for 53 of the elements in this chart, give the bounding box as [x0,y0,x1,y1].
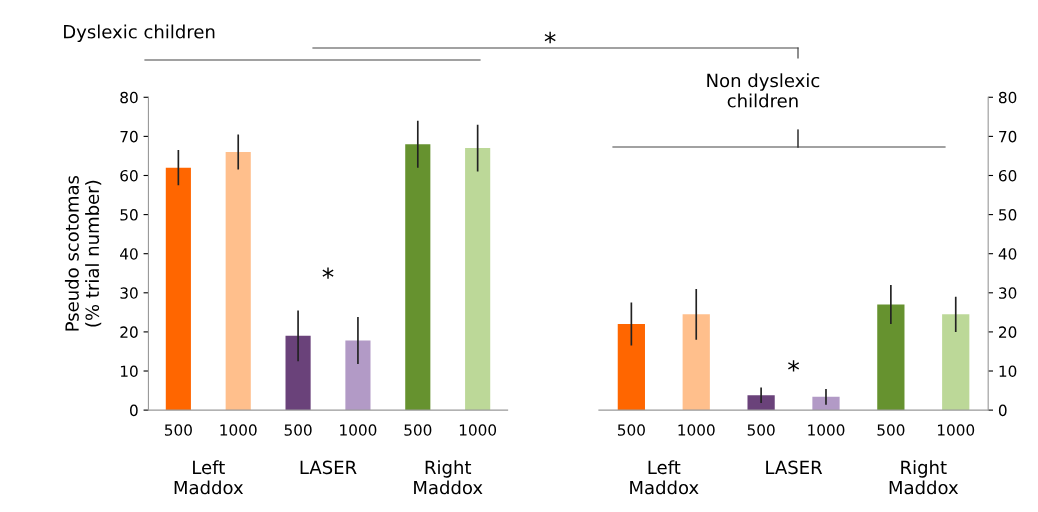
bar [682,314,710,411]
y-axis-title: Pseudo scotomas (% trial number) [64,175,102,331]
y-tick-label: 50 [999,209,1017,221]
y-tick-label: 40 [998,248,1017,260]
bar [345,340,371,411]
x-tick-label: 1000 [937,424,975,436]
text: Left Maddox [630,460,699,495]
bar [225,152,251,411]
x-tick-label: 1000 [459,424,497,436]
y-tick-label: 10 [120,365,138,378]
y-tick-label: 30 [999,287,1017,299]
bar [617,324,645,411]
x-tick-label: 500 [747,424,775,436]
annotation: * [322,267,334,279]
text: Right Maddox [889,460,959,495]
y-tick-label: 20 [999,326,1017,338]
y-tick-label: 30 [120,287,138,299]
y-tick-label: 40 [120,248,138,260]
y-tick-label: 80 [120,91,138,104]
text: LASER [766,460,823,475]
x-tick-label: 1000 [340,424,377,436]
y-tick-label: 20 [120,326,138,338]
y-tick-label: 10 [999,365,1017,378]
y-tick-label: 0 [130,404,138,417]
y-tick-label: 70 [999,130,1017,143]
x-tick-label: 1000 [808,424,845,436]
text: * [544,31,556,44]
y-tick-label: 50 [120,209,138,221]
x-tick-label: 500 [164,424,192,436]
x-tick-label: 500 [284,424,312,436]
chart-title: Non dyslexic children [707,73,820,108]
y-tick-label: 0 [998,404,1007,417]
y-tick-label: 60 [120,169,138,182]
bar [877,304,905,411]
x-tick-label: 1000 [220,424,257,436]
annotation: * [788,360,800,372]
text: Right Maddox [414,460,483,495]
bar [285,335,311,411]
chart-title: Dyslexic children [64,24,215,43]
y-tick-label: 70 [120,130,138,143]
bar [405,144,431,411]
y-tick-label: 80 [998,91,1017,104]
y-tick-label: 60 [998,169,1017,182]
text: Left Maddox [174,460,244,495]
x-tick-label: 500 [617,424,645,436]
x-tick-label: 500 [877,424,905,436]
bar [942,314,970,411]
text: LASER [300,460,357,475]
x-tick-label: 1000 [678,424,715,436]
bar [747,395,775,411]
bar [465,148,491,411]
x-tick-label: 500 [404,424,432,436]
bar [165,167,191,411]
